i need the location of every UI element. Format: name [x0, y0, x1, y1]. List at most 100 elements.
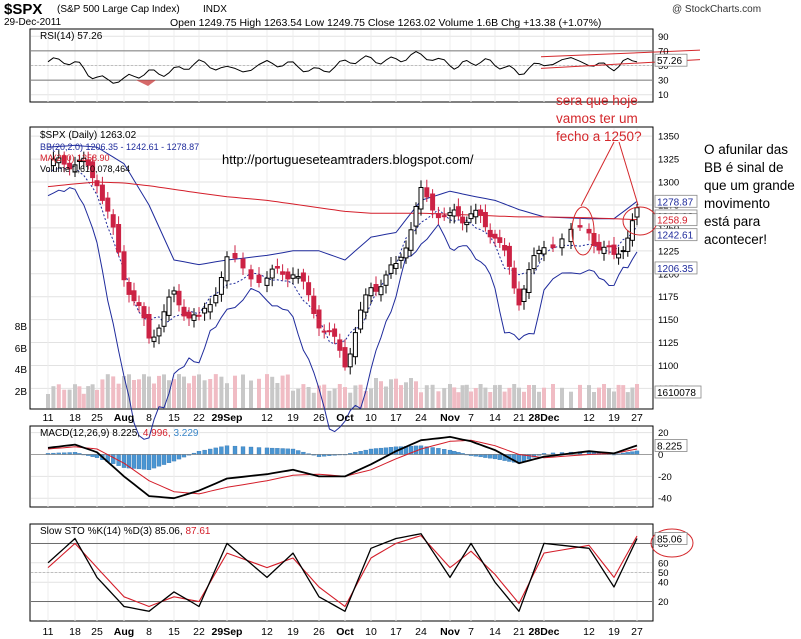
volume-bar [280, 375, 285, 408]
rsi-line [47, 51, 638, 84]
volume-bar [353, 385, 358, 408]
candle-body [460, 216, 466, 224]
volume-bar [587, 385, 591, 408]
x-axis-label: Nov [440, 412, 460, 424]
x-axis-label: 8 [146, 626, 152, 638]
index-name: (S&P 500 Large Cap Index) [57, 4, 180, 15]
candle-body [506, 245, 512, 267]
volume-bar [460, 385, 465, 408]
volume-bar [67, 389, 72, 408]
volume-bar [291, 390, 295, 408]
volume-bar [560, 387, 564, 408]
macd-histogram-bar [368, 448, 374, 455]
volume-bar [322, 384, 327, 408]
x-axis-label: 29Sep [212, 412, 243, 424]
x-axis-label: 19 [608, 626, 620, 638]
macd-histogram-bar [171, 454, 177, 462]
sto-tag-label: 85.06 [657, 534, 682, 545]
candle-body [447, 212, 453, 216]
candle-body [398, 256, 404, 261]
macd-histogram-bar [270, 447, 275, 455]
candle-body [373, 284, 379, 292]
macd-histogram-bar [166, 454, 172, 463]
volume-bar [192, 375, 196, 408]
candle-body [161, 311, 167, 327]
x-axis-label: 12 [261, 626, 273, 638]
macd-histogram-bar [94, 454, 100, 458]
macd-label-main: MACD(12,26,9) 8.225, [40, 428, 141, 439]
candle-body [586, 228, 592, 234]
price-tag-label: 1258.9 [657, 216, 688, 227]
volume-bar [478, 384, 483, 408]
y-tick-label: 1350 [658, 132, 679, 143]
quote-line: Open 1249.75 High 1263.54 Low 1249.75 Cl… [170, 17, 602, 29]
volume-tick-label: 4B [15, 365, 28, 376]
volume-bar [147, 376, 151, 408]
candle-body [629, 220, 635, 241]
x-axis-label: 11 [43, 412, 54, 424]
candle-body [141, 306, 147, 319]
candle-body [464, 221, 470, 226]
volume-bar [327, 390, 332, 408]
volume-bar [635, 384, 639, 408]
x-axis-label: 22 [193, 412, 205, 424]
candle-body [121, 251, 127, 281]
candle-body [536, 249, 542, 255]
x-axis-label: 21 [513, 412, 525, 424]
candle-body [408, 229, 414, 251]
volume-bar [452, 387, 457, 408]
volume-bar [394, 378, 398, 408]
price-tag-box [654, 261, 698, 275]
macd-histogram-bar [90, 454, 95, 457]
y-tick-label: 1175 [658, 292, 678, 303]
volume-bar [46, 394, 50, 408]
macd-histogram-bar [285, 448, 290, 455]
candle-body [352, 332, 358, 358]
y-tick-label: 1200 [658, 269, 679, 280]
question-line-3: fecho a 1250? [556, 129, 642, 144]
price-legend-bb: BB(20,2.0) 1206.35 - 1242.61 - 1278.87 [40, 142, 200, 152]
x-axis-label: Oct [336, 626, 354, 638]
macd-histogram-bar [248, 446, 254, 455]
volume-bar [578, 384, 582, 408]
volume-bar [265, 374, 269, 408]
volume-bar [569, 391, 573, 408]
x-axis-label: 28Dec [529, 626, 560, 638]
candle-body [616, 253, 622, 259]
candle-body [601, 246, 607, 254]
y-tick-label: 60 [658, 558, 669, 569]
x-axis-label: 7 [468, 626, 474, 638]
x-axis-label: 26 [313, 412, 325, 424]
macd-histogram-bar [363, 449, 368, 455]
price-tag-box [654, 213, 698, 227]
volume-bar [157, 375, 161, 408]
volume-bar [442, 388, 447, 408]
macd-histogram-bar [436, 448, 441, 455]
candle-body [166, 296, 172, 316]
volume-bar [233, 375, 237, 408]
volume-bar [73, 384, 77, 408]
candle-body [378, 286, 384, 296]
candle-body [224, 256, 230, 282]
x-axis-label: 21 [513, 626, 525, 638]
sto-label-k: Slow STO %K(14) %D(3) 85.06, [40, 526, 183, 537]
candle-body [441, 215, 447, 218]
candle-body [248, 269, 254, 280]
macd-histogram-bar [280, 448, 285, 455]
x-axis-label: 10 [365, 412, 377, 424]
chart-date: 29-Dec-2011 [4, 17, 62, 28]
volume-bar [456, 392, 461, 408]
candle-body [67, 162, 73, 170]
volume-bar [404, 382, 408, 408]
volume-bar [389, 379, 393, 408]
candle-body [300, 272, 306, 282]
candle-body [306, 282, 312, 296]
macd-label-signal: 4.996, [142, 428, 171, 439]
volume-bar [502, 391, 507, 408]
volume-bar [532, 385, 536, 408]
candle-body [269, 268, 275, 279]
candle-body [473, 209, 479, 218]
ma200-line [47, 181, 638, 221]
x-axis-label: 18 [69, 626, 81, 638]
